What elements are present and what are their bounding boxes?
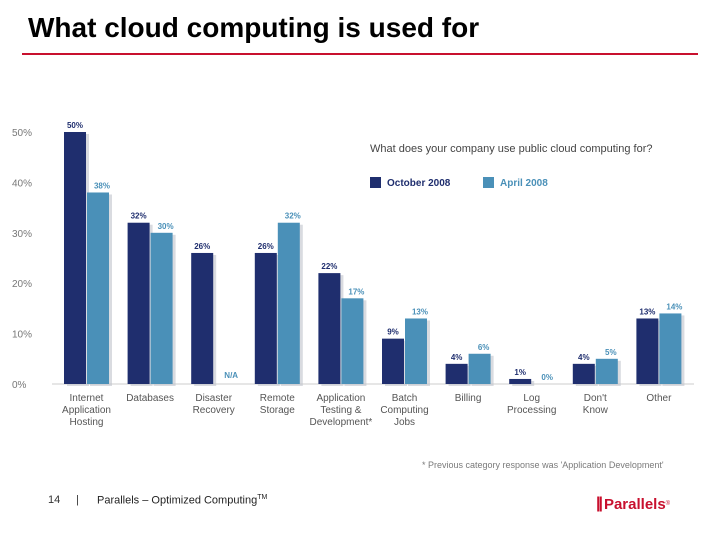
data-label: 26%: [258, 242, 274, 251]
x-tick-label: Storage: [260, 405, 295, 416]
footer-tagline: Parallels – Optimized ComputingTM: [97, 494, 267, 507]
bar: [318, 273, 341, 384]
footnote: * Previous category response was 'Applic…: [422, 460, 664, 470]
legend-label: October 2008: [387, 178, 451, 189]
bar: [595, 358, 618, 384]
trademark-mark: TM: [257, 494, 268, 501]
x-tick-label: Other: [646, 393, 672, 404]
chart-title: What does your company use public cloud …: [370, 143, 653, 155]
data-label: 32%: [285, 212, 301, 221]
bar: [636, 318, 659, 384]
parallels-logo: || Parallels ®: [596, 495, 670, 513]
x-tick-label: Log: [523, 393, 540, 404]
data-label: 13%: [412, 307, 428, 316]
data-label: 26%: [194, 242, 210, 251]
bar: [509, 378, 532, 384]
x-tick-label: Jobs: [394, 417, 415, 428]
logo-registered-mark: ®: [665, 501, 671, 507]
data-label: 32%: [131, 212, 147, 221]
data-label: 1%: [514, 368, 526, 377]
x-tick-label: Hosting: [70, 417, 104, 428]
bar: [64, 132, 86, 384]
data-label: 4%: [451, 353, 463, 362]
bar: [150, 232, 173, 384]
y-tick-label: 30%: [12, 229, 32, 240]
x-tick-label: Disaster: [195, 393, 232, 404]
bar: [87, 192, 109, 384]
x-tick-label: Databases: [126, 393, 174, 404]
x-tick-label: Development*: [309, 417, 372, 428]
data-label: 22%: [321, 262, 337, 271]
data-label: 30%: [158, 222, 174, 231]
title-underline: [22, 53, 698, 55]
slide-title: What cloud computing is used for: [28, 12, 480, 43]
data-label: 9%: [387, 328, 399, 337]
data-label: 14%: [666, 302, 682, 311]
data-label: 4%: [578, 353, 590, 362]
y-tick-label: 40%: [12, 178, 32, 189]
data-label: 50%: [67, 121, 83, 130]
logo-text: Parallels: [603, 495, 666, 513]
bar: [405, 318, 427, 384]
logo-bars-icon: ||: [596, 495, 603, 512]
footer-tagline-text: Parallels – Optimized Computing: [97, 494, 258, 507]
bar: [277, 222, 300, 384]
x-tick-label: Remote: [260, 393, 295, 404]
data-label: 13%: [639, 307, 655, 316]
y-tick-label: 10%: [12, 330, 32, 341]
x-tick-label: Recovery: [193, 405, 235, 416]
bar: [572, 363, 595, 384]
bar-chart: 0% 10% 20% 30% 40% 50% What does your company …: [12, 121, 694, 428]
bar: [191, 252, 214, 384]
legend-label: April 2008: [500, 178, 548, 189]
x-tick-label: Internet: [70, 393, 104, 404]
y-tick-label: 50%: [12, 128, 32, 139]
bar: [254, 252, 277, 384]
x-tick-label: Know: [583, 405, 609, 416]
x-tick-label: Application: [62, 405, 111, 416]
x-tick-label: Computing: [380, 405, 428, 416]
bar: [445, 363, 468, 384]
x-tick-label: Testing &: [320, 405, 361, 416]
bar: [341, 298, 364, 384]
data-label: 38%: [94, 181, 110, 190]
bar: [127, 222, 150, 384]
data-label: 5%: [605, 348, 617, 357]
data-label: 17%: [348, 287, 364, 296]
x-tick-label: Processing: [507, 405, 556, 416]
data-label: 6%: [478, 343, 490, 352]
bar: [468, 353, 491, 384]
x-tick-label: Application: [316, 393, 365, 404]
y-tick-label: 0%: [12, 380, 27, 391]
legend-swatch: [483, 177, 494, 188]
page-number: 14: [48, 494, 61, 506]
x-tick-label: Billing: [455, 393, 482, 404]
bar: [382, 338, 404, 384]
x-tick-label: Don't: [584, 393, 607, 404]
x-tick-label: Batch: [392, 393, 418, 404]
data-label: N/A: [224, 371, 238, 380]
data-label: 0%: [541, 373, 553, 382]
y-tick-label: 20%: [12, 279, 32, 290]
bar: [659, 313, 682, 384]
legend-swatch: [370, 177, 381, 188]
footer-separator: |: [76, 494, 79, 506]
